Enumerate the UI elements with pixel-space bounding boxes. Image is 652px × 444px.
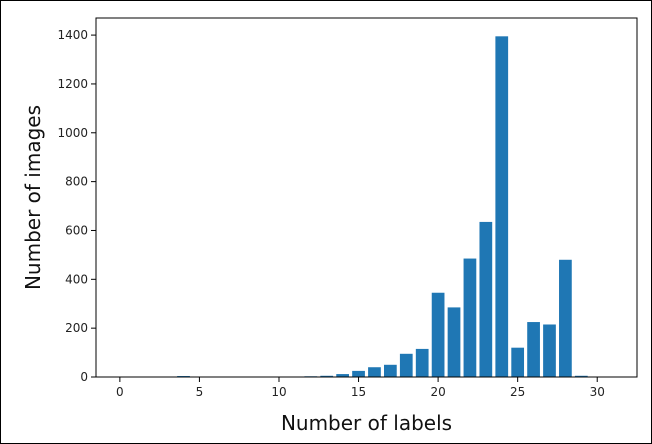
bar-23 xyxy=(479,221,493,377)
x-tick-label: 10 xyxy=(271,385,286,399)
bar-13 xyxy=(320,375,334,377)
bar-28 xyxy=(559,259,572,377)
bars-group xyxy=(177,36,588,377)
bar-26 xyxy=(527,322,540,377)
y-tick-label: 400 xyxy=(65,272,88,286)
bar-20 xyxy=(431,292,445,377)
bar-21 xyxy=(447,307,461,377)
y-tick-label: 0 xyxy=(80,370,88,384)
bar-19 xyxy=(415,348,429,377)
y-tick-label: 1400 xyxy=(57,28,88,42)
bar-27 xyxy=(543,324,556,377)
bar-24 xyxy=(495,36,509,377)
x-tick-label: 15 xyxy=(351,385,366,399)
bar-15 xyxy=(352,370,365,377)
bar-22 xyxy=(463,258,477,377)
x-axis-label: Number of labels xyxy=(281,411,452,435)
x-tick-label: 5 xyxy=(196,385,204,399)
bar-18 xyxy=(399,353,413,377)
y-tick-label: 1200 xyxy=(57,77,88,91)
y-tick-label: 1000 xyxy=(57,126,88,140)
bar-17 xyxy=(384,364,397,377)
x-tick-label: 0 xyxy=(116,385,124,399)
bar-16 xyxy=(368,367,381,377)
y-axis-label: Number of images xyxy=(21,105,45,290)
x-tick-label: 30 xyxy=(590,385,605,399)
x-axis: 0 5 10 15 20 25 30 xyxy=(116,377,605,399)
x-tick-label: 20 xyxy=(430,385,445,399)
y-axis: 0 200 400 600 800 1000 1200 1400 xyxy=(57,28,96,384)
bar-14 xyxy=(336,374,349,377)
y-tick-label: 200 xyxy=(65,321,88,335)
bar-25 xyxy=(511,347,525,377)
plot-area xyxy=(95,17,638,378)
y-tick-label: 600 xyxy=(65,223,88,237)
bar-29 xyxy=(574,375,588,377)
x-tick-label: 25 xyxy=(510,385,525,399)
y-tick-label: 800 xyxy=(65,175,88,189)
